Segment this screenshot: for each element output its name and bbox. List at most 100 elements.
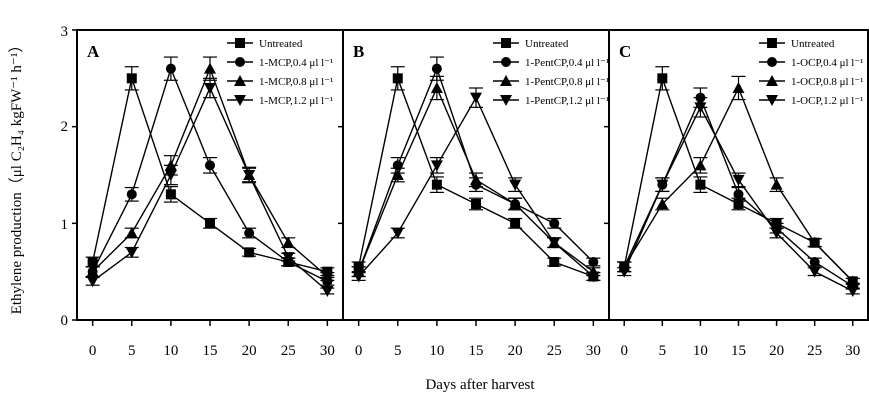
x-tick-label: 20 [769, 343, 784, 359]
legend-marker [235, 57, 245, 67]
data-point [352, 271, 365, 283]
x-tick-label: 30 [586, 343, 601, 359]
legend-entry: 1-OCP,0.8 μl l⁻¹ [759, 75, 863, 88]
legend-label: Untreated [259, 38, 303, 50]
y-tick-label: 2 [61, 119, 69, 135]
data-point [809, 257, 820, 267]
x-tick-label: 30 [320, 343, 335, 359]
data-point [125, 227, 138, 238]
data-point [695, 179, 706, 190]
x-tick-label: 0 [89, 343, 97, 359]
panel-label: A [87, 42, 100, 61]
data-point [770, 178, 783, 190]
data-point [86, 276, 99, 288]
legend-entry: 1-PentCP,0.4 μl l⁻¹ [493, 57, 609, 69]
x-tick-label: 25 [807, 343, 822, 359]
data-point [509, 179, 522, 191]
data-point [548, 237, 561, 249]
legend-label: 1-MCP,0.8 μl l⁻¹ [259, 76, 333, 88]
data-point [204, 83, 216, 94]
series-triangle-down [617, 97, 860, 297]
data-point [846, 275, 859, 287]
data-point [549, 257, 560, 267]
data-point [87, 257, 98, 267]
data-point [430, 82, 443, 93]
x-tick-label: 10 [693, 343, 708, 359]
legend-entry: 1-OCP,1.2 μl l⁻¹ [759, 95, 863, 107]
legend-marker [766, 95, 778, 106]
panel-label: B [353, 42, 364, 61]
data-point [430, 160, 443, 172]
legend-label: 1-MCP,1.2 μl l⁻¹ [259, 95, 333, 107]
data-point [694, 102, 707, 114]
legend-entry: 1-MCP,1.2 μl l⁻¹ [227, 95, 333, 107]
legend-label: 1-PentCP,1.2 μl l⁻¹ [525, 95, 609, 107]
legend-entry: 1-PentCP,0.8 μl l⁻¹ [493, 75, 609, 88]
data-point [656, 179, 669, 191]
data-point [509, 198, 522, 209]
data-point [808, 266, 821, 278]
x-axis-label: Days after harvest [425, 377, 535, 393]
legend-entry: Untreated [493, 38, 569, 50]
data-point [165, 63, 176, 74]
y-tick-label: 0 [61, 313, 69, 329]
data-point [244, 247, 255, 258]
data-point [126, 73, 137, 84]
legend-label: 1-OCP,0.4 μl l⁻¹ [791, 57, 863, 69]
legend-entry: 1-PentCP,1.2 μl l⁻¹ [493, 95, 609, 107]
legend-entry: 1-OCP,0.4 μl l⁻¹ [759, 57, 863, 69]
data-point [164, 170, 177, 181]
data-point [243, 170, 256, 181]
legend-marker [767, 38, 777, 48]
legend-marker [500, 95, 512, 106]
data-point [732, 174, 745, 186]
x-tick-label: 5 [659, 343, 667, 359]
legend-marker [235, 38, 245, 48]
legend-marker [500, 75, 512, 86]
x-tick-label: 10 [163, 343, 178, 359]
x-tick-label: 15 [469, 343, 484, 359]
panels: 0 5 10 15 20 25 30 A Untreated 1-MCP,0.4 μl l⁻¹ 1-… [72, 29, 869, 359]
legend-label: Untreated [791, 38, 835, 50]
x-tick-label: 5 [394, 343, 402, 359]
data-point [321, 270, 334, 282]
data-point [510, 218, 521, 229]
legend-marker [767, 57, 777, 67]
data-point [244, 228, 255, 238]
legend-entry: Untreated [759, 38, 835, 50]
legend-entry: 1-MCP,0.4 μl l⁻¹ [227, 57, 333, 69]
data-point [392, 73, 403, 84]
y-tick-label: 3 [61, 24, 69, 40]
data-point [470, 173, 482, 185]
x-tick-label: 30 [845, 343, 860, 359]
data-point [126, 189, 137, 200]
legend-marker [234, 75, 246, 86]
legend-label: 1-OCP,0.8 μl l⁻¹ [791, 76, 863, 88]
data-point [846, 286, 859, 297]
data-point [282, 236, 295, 248]
data-point [656, 198, 669, 209]
legend-label: 1-PentCP,0.4 μl l⁻¹ [525, 57, 609, 69]
x-tick-label: 5 [128, 343, 136, 359]
y-axis-label: Ethylene production（μl C₂H₄ kgFW⁻¹ h⁻¹） [8, 38, 25, 315]
x-tick-label: 25 [281, 343, 296, 359]
legend-marker [501, 38, 511, 48]
legend-label: 1-MCP,0.4 μl l⁻¹ [259, 57, 333, 69]
data-point [165, 189, 176, 200]
data-point [549, 218, 560, 229]
data-point [587, 271, 600, 283]
legend-marker [501, 57, 511, 67]
y-tick-label: 1 [61, 217, 69, 233]
series-triangle-up [617, 75, 860, 287]
data-point [470, 92, 482, 104]
data-point [431, 63, 442, 74]
panel-a: 0 5 10 15 20 25 30 A Untreated 1-MCP,0.4 μl l⁻¹ 1-… [72, 29, 344, 359]
legend-marker [766, 75, 778, 86]
series-triangle-down [85, 77, 335, 297]
data-point [204, 62, 216, 74]
data-point [657, 73, 668, 84]
legend-label: 1-OCP,1.2 μl l⁻¹ [791, 95, 863, 107]
series-line [91, 75, 328, 273]
data-point [733, 199, 744, 209]
